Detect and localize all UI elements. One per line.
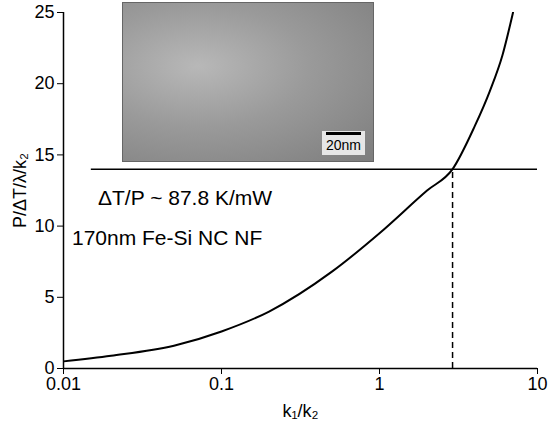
svg-text:25: 25	[34, 2, 54, 22]
svg-text:k₁/k₂: k₁/k₂	[282, 401, 318, 421]
svg-text:0.01: 0.01	[46, 374, 81, 394]
svg-text:P/ΔT/λ/k₂: P/ΔT/λ/k₂	[10, 153, 30, 228]
html-text:ΔT/P ~ 87.8 K/mW: ΔT/P ~ 87.8 K/mW	[98, 186, 273, 209]
svg-text:5: 5	[44, 287, 54, 307]
svg-text:15: 15	[34, 145, 54, 165]
svg-text:0.1: 0.1	[209, 374, 234, 394]
html-text:20nm: 20nm	[326, 137, 361, 153]
svg-text:10: 10	[527, 374, 547, 394]
svg-text:20: 20	[34, 73, 54, 93]
svg-text:0: 0	[44, 358, 55, 379]
svg-text:10: 10	[34, 216, 54, 236]
svg-text:1: 1	[374, 374, 384, 394]
html-text:170nm Fe-Si NC NF: 170nm Fe-Si NC NF	[72, 226, 263, 249]
